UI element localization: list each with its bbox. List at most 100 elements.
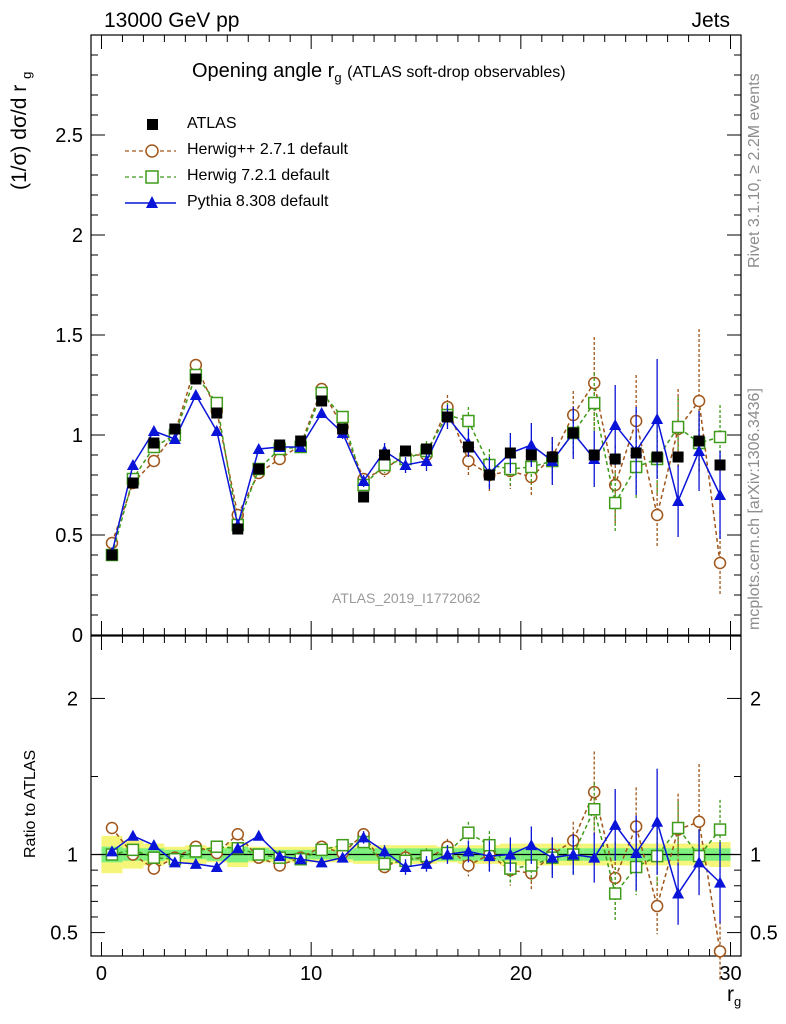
header-right: Jets <box>691 9 730 32</box>
y-tick-label: 1.5 <box>55 325 83 347</box>
marker-atlas <box>274 439 286 451</box>
marker-herwigpp <box>147 862 161 875</box>
legend-item-atlas: ATLAS <box>120 113 400 137</box>
marker-herwig7 <box>378 458 391 472</box>
legend-item-pythia: Pythia 8.308 default <box>120 191 400 215</box>
series-line-pythia <box>111 393 721 554</box>
marker-atlas <box>358 491 370 503</box>
header-left: 13000 GeV pp <box>104 9 240 32</box>
marker-atlas <box>127 477 139 489</box>
marker-herwigpp <box>147 454 161 468</box>
chart-title: Opening angle rg (ATLAS soft-drop observ… <box>192 60 566 85</box>
marker-atlas <box>420 443 432 455</box>
ratio-panel: 0 10 20 30 0.5 0.5 1 1 2 2 <box>50 635 778 985</box>
marker-pythia <box>126 459 139 470</box>
marker-atlas <box>232 523 244 535</box>
marker-pythia <box>567 848 580 860</box>
marker-pythia <box>609 818 622 830</box>
ratio-y-tick-label-right: 1 <box>750 845 761 867</box>
marker-pythia <box>693 856 706 868</box>
marker-herwig7 <box>608 887 622 900</box>
marker-pythia <box>147 839 160 851</box>
marker-atlas <box>525 449 537 461</box>
marker-herwigpp <box>650 508 664 522</box>
marker-pythia <box>651 413 664 424</box>
marker-pythia <box>399 861 412 873</box>
marker-herwigpp <box>692 394 706 408</box>
y-axis-label-sub: g <box>19 71 35 79</box>
marker-herwig7 <box>336 838 349 852</box>
marker-pythia <box>693 445 706 456</box>
legend-marker-atlas <box>147 119 158 130</box>
legend-marker-herwigpp <box>125 144 176 158</box>
marker-pythia <box>399 459 412 470</box>
marker-herwig7 <box>671 821 685 835</box>
x-tick-label: 0 <box>96 963 107 985</box>
series-line-herwigpp <box>111 789 721 952</box>
marker-herwig7 <box>336 410 349 424</box>
marker-herwigpp <box>692 815 706 829</box>
marker-atlas <box>337 423 349 435</box>
y-tick-label: 0 <box>72 625 83 647</box>
marker-pythia <box>546 851 559 863</box>
marker-herwigpp <box>650 899 664 913</box>
marker-herwig7 <box>147 851 161 864</box>
marker-herwig7 <box>252 848 265 861</box>
marker-atlas <box>504 447 516 459</box>
ratio-y-axis-label: Ratio to ATLAS <box>22 749 39 858</box>
marker-herwig7 <box>713 430 727 444</box>
marker-herwigpp <box>231 827 245 841</box>
ratio-y-tick-label: 1 <box>67 845 78 867</box>
marker-pythia <box>294 853 307 865</box>
ratio-frame <box>90 635 742 957</box>
marker-herwig7 <box>315 843 328 857</box>
marker-herwig7 <box>608 496 622 510</box>
marker-pythia <box>252 443 265 454</box>
x-axis-label-main: r <box>727 983 734 1006</box>
marker-pythia <box>231 842 244 854</box>
marker-atlas <box>253 463 265 475</box>
rivet-label: Rivet 3.1.10, ≥ 2.2M events <box>746 73 763 268</box>
marker-pythia <box>273 850 286 862</box>
y-axis-label: (1/σ) dσ/d r g <box>8 72 34 190</box>
marker-pythia <box>525 439 538 450</box>
y-tick-label: 2.5 <box>55 125 83 147</box>
marker-pythia <box>168 433 181 444</box>
marker-pythia <box>357 475 370 486</box>
marker-pythia <box>252 829 265 841</box>
marker-atlas <box>169 423 181 435</box>
marker-pythia <box>168 856 181 868</box>
marker-herwig7 <box>671 420 685 434</box>
analysis-watermark: ATLAS_2019_I1772062 <box>332 590 481 606</box>
legend-label-herwigpp: Herwig++ 2.7.1 default <box>187 141 348 158</box>
marker-pythia <box>609 419 622 430</box>
marker-atlas <box>651 451 663 463</box>
marker-herwig7 <box>462 826 475 839</box>
legend-label-herwig7: Herwig 7.2.1 default <box>187 167 330 184</box>
marker-atlas <box>609 453 621 465</box>
ratio-y-tick-label: 0.5 <box>50 923 78 945</box>
marker-pythia <box>441 848 454 860</box>
legend-item-herwig7: Herwig 7.2.1 default <box>120 165 400 189</box>
x-axis-label: rg <box>727 983 741 1009</box>
marker-atlas <box>106 549 118 561</box>
chart-title-main: Opening angle r <box>192 60 335 82</box>
marker-atlas <box>462 441 474 453</box>
marker-atlas <box>148 437 160 449</box>
legend-marker-pythia <box>125 196 176 208</box>
marker-atlas <box>567 427 579 439</box>
mcplots-label: mcplots.cern.ch [arXiv:1306.3436] <box>746 388 763 630</box>
marker-herwig7 <box>462 414 475 428</box>
chart-title-sub: g <box>334 70 342 85</box>
y-tick-label: 1 <box>72 425 83 447</box>
marker-herwig7 <box>587 803 601 816</box>
marker-pythia <box>483 850 496 862</box>
legend-marker-herwig7 <box>125 170 176 184</box>
marker-pythia <box>588 851 601 863</box>
x-axis-label-sub: g <box>734 994 742 1010</box>
x-tick-label: 30 <box>719 963 741 985</box>
marker-herwigpp <box>105 821 119 835</box>
marker-pythia <box>672 495 685 506</box>
marker-atlas <box>295 435 307 447</box>
